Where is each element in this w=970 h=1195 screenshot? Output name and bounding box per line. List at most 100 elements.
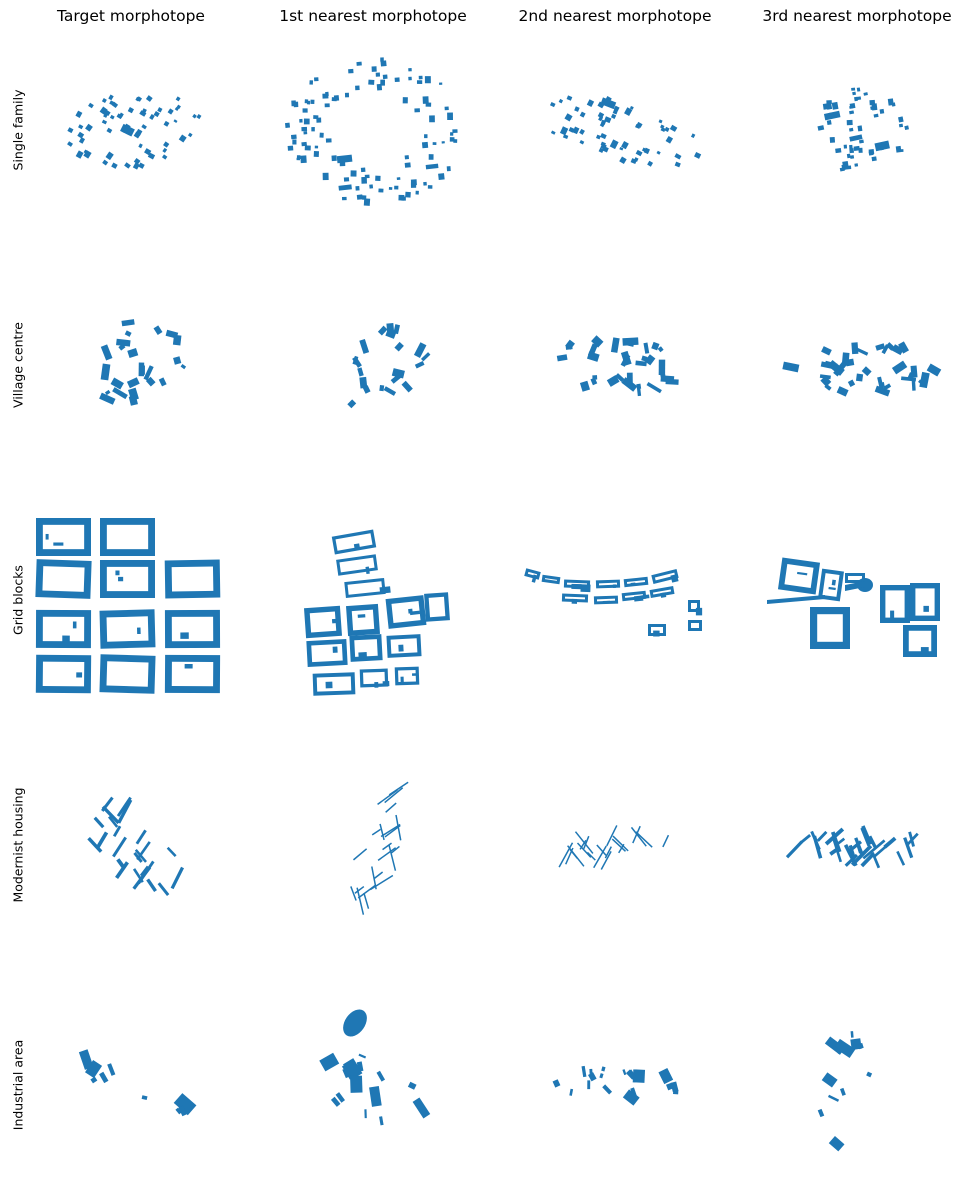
slab-building-footprint [583,835,590,849]
house-footprint [167,108,174,115]
house-footprint [404,155,410,160]
house-footprint [356,194,363,200]
house-footprint [658,119,663,124]
slab-building-footprint [384,787,404,804]
building-footprint [827,359,845,376]
house-footprint [173,119,178,123]
building-footprint [643,342,650,354]
perimeter-block [349,634,383,662]
house-footprint [192,113,197,119]
house-footprint [870,105,876,110]
slab-building-footprint [369,874,394,891]
industrial-building-footprint [85,1059,103,1079]
house-footprint [854,96,858,102]
large-building-footprint [425,163,439,170]
slab-building-footprint [354,885,365,894]
house-footprint [848,127,854,132]
house-footprint [325,138,332,143]
courtyard-building [136,627,141,635]
slab-building-footprint [860,827,870,847]
perimeter-block [345,603,381,637]
industrial-building-footprint [601,1066,606,1072]
house-footprint [144,148,152,156]
house-footprint [341,196,347,201]
house-footprint [449,137,455,142]
industrial-building-footprint [587,1072,597,1082]
building-footprint [885,342,895,351]
house-footprint [301,126,308,132]
slab-building-footprint [596,844,607,856]
house-footprint [612,108,619,115]
building-footprint [891,360,908,375]
house-footprint [106,127,113,134]
building-footprint [420,352,431,362]
house-footprint [178,134,187,143]
house-footprint [139,110,147,117]
slab-building-footprint [117,799,133,824]
house-footprint [421,141,429,149]
house-footprint [306,100,311,105]
house-footprint [425,102,432,107]
industrial-building-footprint [817,1108,825,1118]
slab-building-footprint [824,827,845,846]
house-footprint [104,109,111,116]
house-footprint [586,99,595,108]
row-label-single-family: Single family [10,89,26,171]
house-footprint [849,110,855,115]
industrial-building-footprint [175,1107,182,1115]
house-footprint [595,134,601,140]
house-footprint [629,105,634,110]
building-footprint [383,386,397,396]
slab-building-footprint [861,825,873,846]
house-footprint [101,119,108,125]
large-building-footprint [823,110,841,121]
building-footprint [100,363,111,381]
map-grid-blocks-2nd-nearest [520,560,710,650]
industrial-building-footprint [632,1069,646,1083]
house-footprint [846,153,851,159]
house-footprint [579,140,585,145]
slab-building-footprint [146,878,157,893]
courtyard-building [531,574,537,583]
industrial-building-footprint [569,1088,574,1096]
house-footprint [380,60,387,67]
building-footprint [143,365,154,381]
map-modernist-housing-2nd-nearest [520,800,710,895]
industrial-building-footprint [821,1072,838,1088]
slab-building-footprint [860,852,876,868]
house-footprint [111,162,118,169]
house-footprint [842,161,849,167]
building-footprint [898,341,909,354]
house-footprint [401,196,406,201]
perimeter-block [303,605,343,639]
map-modernist-housing-1st-nearest [310,750,445,940]
house-footprint [109,114,115,120]
perimeter-block [541,574,561,585]
house-footprint [102,159,109,166]
perimeter-block [99,518,155,556]
house-footprint [361,176,367,184]
slab-building-footprint [382,842,392,851]
building-footprint [172,334,182,346]
industrial-building-footprint [658,1067,674,1085]
building-footprint [104,389,111,396]
house-footprint [432,142,437,145]
house-footprint [163,141,170,148]
map-village-centre-1st-nearest [275,285,475,455]
house-footprint [296,157,301,161]
industrial-building-footprint [670,1081,679,1093]
slab-building-footprint [157,882,170,897]
house-footprint [414,108,420,113]
map-grid-blocks-3rd-nearest [765,555,950,660]
house-footprint [424,76,431,84]
house-footprint [416,80,423,84]
building-footprint [620,353,631,367]
house-footprint [853,145,860,152]
house-footprint [75,150,84,159]
building-footprint [579,380,591,392]
building-footprint [891,344,904,356]
slab-building-footprint [662,834,670,848]
slab-building-footprint [611,838,627,852]
perimeter-block [36,518,91,556]
perimeter-block [331,529,377,555]
